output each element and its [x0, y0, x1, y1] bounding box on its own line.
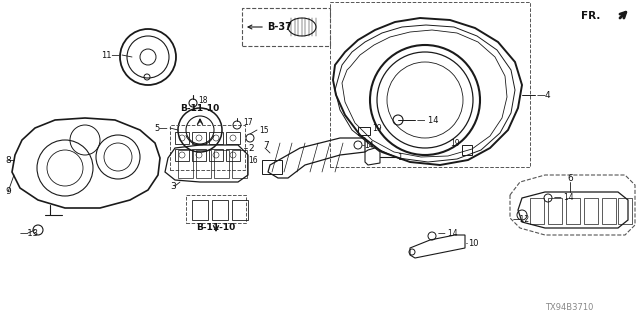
Bar: [209, 149, 223, 161]
Bar: [618, 198, 632, 224]
Bar: [175, 132, 189, 144]
Text: —4: —4: [537, 91, 552, 100]
Text: 11—: 11—: [101, 51, 120, 60]
Text: B-11-10: B-11-10: [196, 223, 236, 233]
Text: 14: 14: [364, 140, 374, 149]
Bar: [566, 198, 580, 224]
Bar: [192, 132, 206, 144]
Bar: [170, 125, 245, 170]
Bar: [212, 200, 228, 220]
Bar: [242, 8, 330, 46]
Text: — 14: — 14: [554, 194, 573, 203]
Text: 6: 6: [567, 173, 573, 182]
Bar: [330, 2, 530, 167]
Bar: [192, 200, 208, 220]
Text: 10: 10: [468, 238, 479, 247]
Bar: [262, 160, 282, 174]
Text: 19: 19: [451, 139, 460, 148]
Text: 1: 1: [397, 153, 403, 162]
Text: 5—: 5—: [154, 124, 168, 132]
Text: — 14: — 14: [417, 116, 438, 124]
Text: 2: 2: [248, 143, 253, 153]
Text: — 14: — 14: [438, 229, 458, 238]
Bar: [214, 150, 229, 178]
Text: 16: 16: [248, 156, 258, 164]
Text: 8: 8: [5, 156, 11, 164]
Bar: [548, 198, 562, 224]
Text: 17: 17: [243, 117, 253, 126]
Bar: [186, 195, 246, 223]
Bar: [530, 198, 544, 224]
Text: 9: 9: [5, 188, 11, 196]
Bar: [232, 150, 247, 178]
Bar: [584, 198, 598, 224]
Text: 7: 7: [263, 140, 269, 149]
Bar: [178, 150, 193, 178]
Bar: [192, 149, 206, 161]
Bar: [226, 132, 240, 144]
Text: B-11-10: B-11-10: [180, 103, 220, 113]
Bar: [602, 198, 616, 224]
Text: 15: 15: [259, 125, 269, 134]
Bar: [196, 150, 211, 178]
Bar: [232, 200, 248, 220]
Text: 3: 3: [170, 181, 176, 190]
Text: —13: —13: [20, 228, 39, 237]
Bar: [226, 149, 240, 161]
Text: —12: —12: [513, 215, 530, 225]
Text: 18: 18: [198, 95, 207, 105]
Text: 19: 19: [372, 124, 381, 132]
Text: B-37: B-37: [267, 22, 292, 32]
Text: TX94B3710: TX94B3710: [545, 303, 593, 313]
Bar: [209, 132, 223, 144]
Text: FR.: FR.: [580, 11, 600, 21]
Bar: [175, 149, 189, 161]
